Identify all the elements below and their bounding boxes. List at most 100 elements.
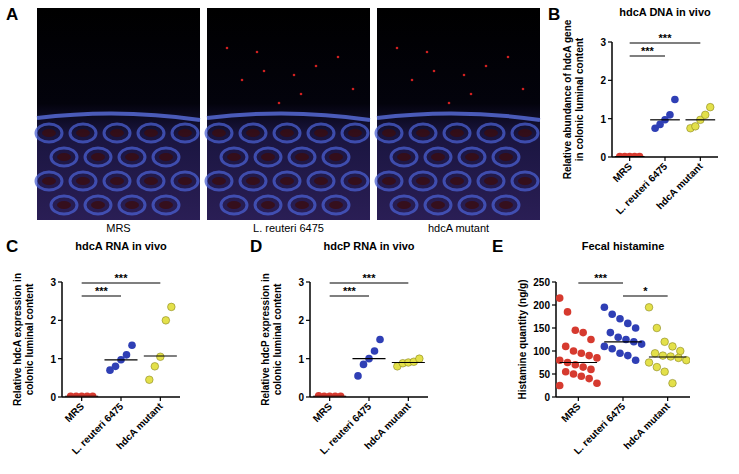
data-point xyxy=(168,303,176,311)
nuclei xyxy=(255,148,281,166)
lumen xyxy=(280,177,294,185)
data-point xyxy=(645,359,653,367)
lumen xyxy=(110,177,124,185)
y-axis xyxy=(611,42,613,157)
data-point xyxy=(624,352,632,360)
nuclei xyxy=(85,196,111,214)
lumen xyxy=(212,129,226,137)
dot-plot: DhdcP RNA in vivoRelative hdcP expressio… xyxy=(250,237,428,456)
data-point xyxy=(651,350,659,358)
lumen xyxy=(110,129,124,137)
nuclei xyxy=(459,196,485,214)
nuclei xyxy=(425,148,451,166)
nuclei xyxy=(70,172,96,190)
data-point xyxy=(616,315,624,323)
lumen xyxy=(246,129,260,137)
lumen xyxy=(212,177,226,185)
data-point xyxy=(669,379,677,387)
y-tick xyxy=(552,350,556,351)
nuclei xyxy=(255,196,281,214)
lumen xyxy=(518,177,532,185)
y-tick-label: 0 xyxy=(544,392,550,403)
nuclei xyxy=(240,124,266,142)
nuclei xyxy=(478,172,504,190)
bacteria-signal xyxy=(470,93,473,96)
x-tick-label: hdcA mutant xyxy=(654,160,705,211)
nuclei xyxy=(36,172,62,190)
x-tick xyxy=(629,157,630,161)
nuclei xyxy=(493,148,519,166)
nuclei xyxy=(391,148,417,166)
nuclei xyxy=(138,172,164,190)
lumen xyxy=(314,129,328,137)
data-point xyxy=(601,343,609,351)
y-tick xyxy=(306,320,310,321)
lumen xyxy=(465,201,479,209)
lumen xyxy=(42,177,56,185)
bacteria-signal xyxy=(411,79,414,82)
data-point xyxy=(593,354,601,362)
bacteria-signal xyxy=(315,65,318,68)
nuclei xyxy=(342,172,368,190)
median-line xyxy=(649,356,687,357)
lumen xyxy=(499,201,513,209)
epithelium xyxy=(207,113,370,120)
data-point xyxy=(653,324,661,332)
bacteria-signal xyxy=(426,51,429,54)
nuclei xyxy=(376,124,402,142)
data-point xyxy=(578,350,586,358)
median-line xyxy=(65,396,98,397)
dot-plot: EFecal histamineHistamine quantity (ng/g… xyxy=(492,237,690,456)
lumen xyxy=(431,201,445,209)
lumen xyxy=(382,129,396,137)
image-label: hdcA mutant xyxy=(428,222,489,234)
nuclei xyxy=(410,172,436,190)
lumen xyxy=(465,153,479,161)
nuclei xyxy=(289,148,315,166)
data-point xyxy=(593,379,601,387)
lumen xyxy=(295,153,309,161)
y-tick-label: 1 xyxy=(298,354,304,365)
median-line xyxy=(144,355,177,356)
lumen xyxy=(227,201,241,209)
data-point xyxy=(645,304,653,312)
y-tick-label: 2 xyxy=(600,75,606,86)
data-point xyxy=(146,376,154,384)
lumen xyxy=(382,177,396,185)
data-point xyxy=(157,353,165,361)
x-tick-label: MRS xyxy=(311,400,335,424)
median-line xyxy=(104,359,137,360)
image-label: L. reuteri 6475 xyxy=(253,222,324,234)
nuclei xyxy=(36,124,62,142)
nuclei xyxy=(425,196,451,214)
lumen xyxy=(329,201,343,209)
y-tick-label: 0 xyxy=(50,392,56,403)
nuclei xyxy=(153,148,179,166)
data-point xyxy=(608,310,616,318)
data-point xyxy=(587,336,595,344)
data-point xyxy=(661,338,669,346)
bacteria-signal xyxy=(448,102,451,105)
x-tick xyxy=(368,397,369,401)
data-point xyxy=(671,96,679,104)
data-point xyxy=(562,368,570,376)
nuclei xyxy=(119,196,145,214)
lumen xyxy=(416,129,430,137)
nuclei xyxy=(206,124,232,142)
bacteria-signal xyxy=(463,74,466,77)
data-point xyxy=(162,317,170,325)
y-tick xyxy=(608,156,612,157)
nuclei xyxy=(221,148,247,166)
lumen xyxy=(57,201,71,209)
x-tick-label: hdcA mutant xyxy=(621,400,672,451)
y-tick xyxy=(552,327,556,328)
significance-label: *** xyxy=(594,272,608,284)
bacteria-signal xyxy=(293,74,296,77)
data-point xyxy=(564,308,572,316)
data-point xyxy=(692,123,700,131)
y-tick xyxy=(552,373,556,374)
nuclei xyxy=(478,124,504,142)
data-point xyxy=(607,329,615,337)
panel-letter: B xyxy=(548,5,560,24)
y-axis-label: Relative hdcP expression incolonic lumin… xyxy=(260,273,283,406)
